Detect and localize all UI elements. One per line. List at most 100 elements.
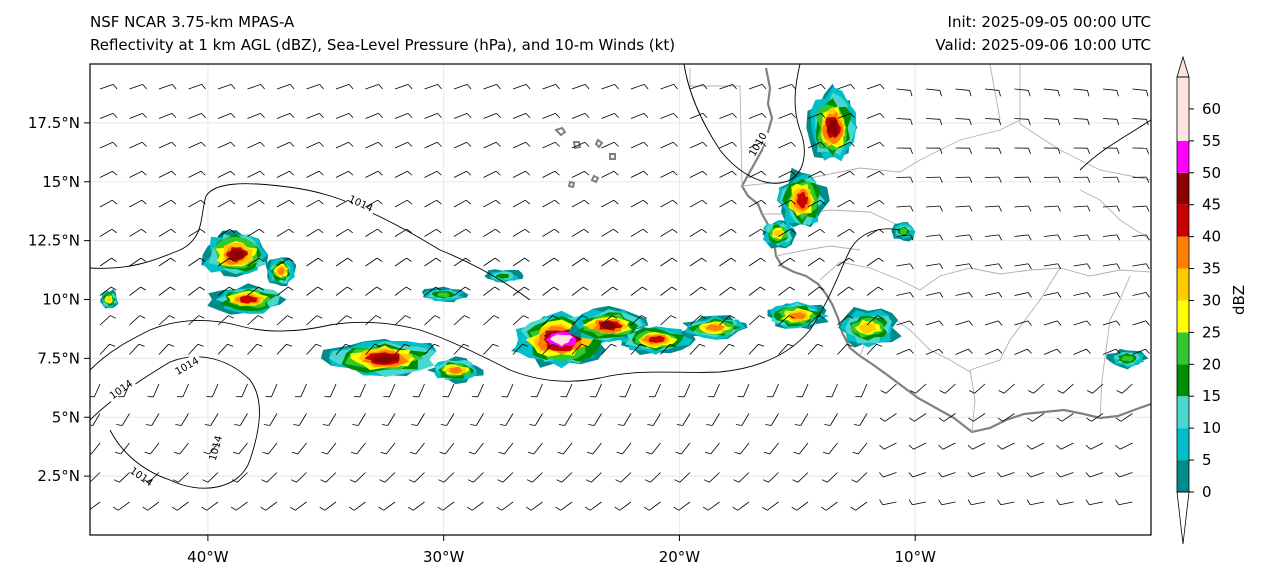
storm-cell [1106,348,1149,370]
wind-barb [807,112,826,119]
wind-barb [866,286,884,296]
wind-barb [453,112,472,119]
wind-barb [453,141,472,149]
colorbar-tick-label: 35 [1202,260,1221,278]
wind-barb [289,501,307,511]
wind-barb [571,170,590,178]
wind-barb [630,170,649,178]
wind-barb [1102,118,1120,126]
wind-barb [1085,499,1104,506]
wind-barb [203,442,219,455]
wind-barb [468,442,484,455]
wind-barb [512,199,531,208]
wind-barb [601,170,619,178]
wind-barb [365,199,383,208]
wind-barb [1043,176,1061,183]
wind-barb [571,112,590,119]
wind-barb [719,170,737,178]
wind-barb [306,170,324,178]
wind-barb [496,501,514,511]
wind-barb [424,141,442,149]
wind-barb [542,84,560,90]
lon-tick-label: 40°W [187,548,229,566]
wind-barb [394,199,413,208]
wind-barb [276,141,295,149]
colorbar-swatch [1177,204,1189,237]
wind-barb [158,199,177,208]
wind-barb [247,199,265,208]
wind-barb [571,343,588,355]
wind-barb [411,413,425,426]
wind-barb [158,170,177,178]
wind-barb [542,315,559,326]
wind-barb [129,199,147,208]
wind-barb [762,472,779,483]
wind-barb [247,141,265,149]
wind-barb [1014,176,1032,183]
wind-barb [235,383,248,398]
wind-barb [853,413,868,426]
wind-barb [380,442,396,455]
wind-barb [955,88,972,97]
wind-barb [129,84,147,90]
lat-tick-label: 2.5°N [37,467,80,485]
storm-cell [806,83,858,162]
wind-barb [188,170,206,178]
colorbar-swatch [1177,172,1189,205]
wind-barb [512,84,531,90]
wind-barb [1115,442,1133,450]
wind-barb [188,228,206,237]
wind-barb [1014,348,1032,355]
wind-barb [660,343,676,355]
wind-barb [1014,88,1031,97]
wind-barb [850,501,868,511]
wind-barb [424,315,441,326]
wind-barb [719,141,737,149]
wind-barb [442,383,455,398]
wind-barb [601,228,619,237]
wind-barb [630,257,648,267]
wind-barb [707,383,720,398]
wind-barb [1115,413,1133,422]
wind-barb [660,170,678,178]
isobars [90,64,1151,489]
wind-barb [335,286,353,296]
wind-barb [188,141,206,149]
wind-barb [837,84,855,90]
wind-barb [660,228,678,237]
wind-barb [188,112,206,119]
wind-barb [896,320,914,326]
wind-barb [1014,147,1031,154]
wind-barb [601,141,619,149]
wind-barb [365,84,383,90]
wind-barb [586,442,602,455]
wind-barb [955,348,973,355]
wind-barb [424,257,442,267]
wind-barb [276,286,294,296]
wind-barb [1043,292,1062,298]
wind-barb [660,112,678,119]
storm-cell [100,289,119,309]
wind-barb [571,228,589,237]
wind-barb [719,315,736,326]
wind-barb [497,472,514,483]
wind-barb [206,383,219,398]
wind-barb [601,257,619,267]
wind-barb [412,383,425,398]
wind-barb [217,199,236,208]
wind-barb [955,176,973,183]
wind-barb [925,234,944,241]
wind-barb [866,228,884,237]
colorbar-max-extension [1176,55,1190,78]
fields-title: Reflectivity at 1 km AGL (dBZ), Sea-Leve… [90,36,676,54]
wind-barb [822,442,838,455]
wind-barb [938,499,956,506]
wind-barb [217,315,234,326]
lon-tick-label: 30°W [423,548,465,566]
wind-barb [276,199,295,208]
wind-barb [217,286,235,296]
wind-barb [1073,263,1091,270]
wind-barb [542,199,560,208]
wind-barb [719,343,735,355]
wind-barb [394,228,412,237]
